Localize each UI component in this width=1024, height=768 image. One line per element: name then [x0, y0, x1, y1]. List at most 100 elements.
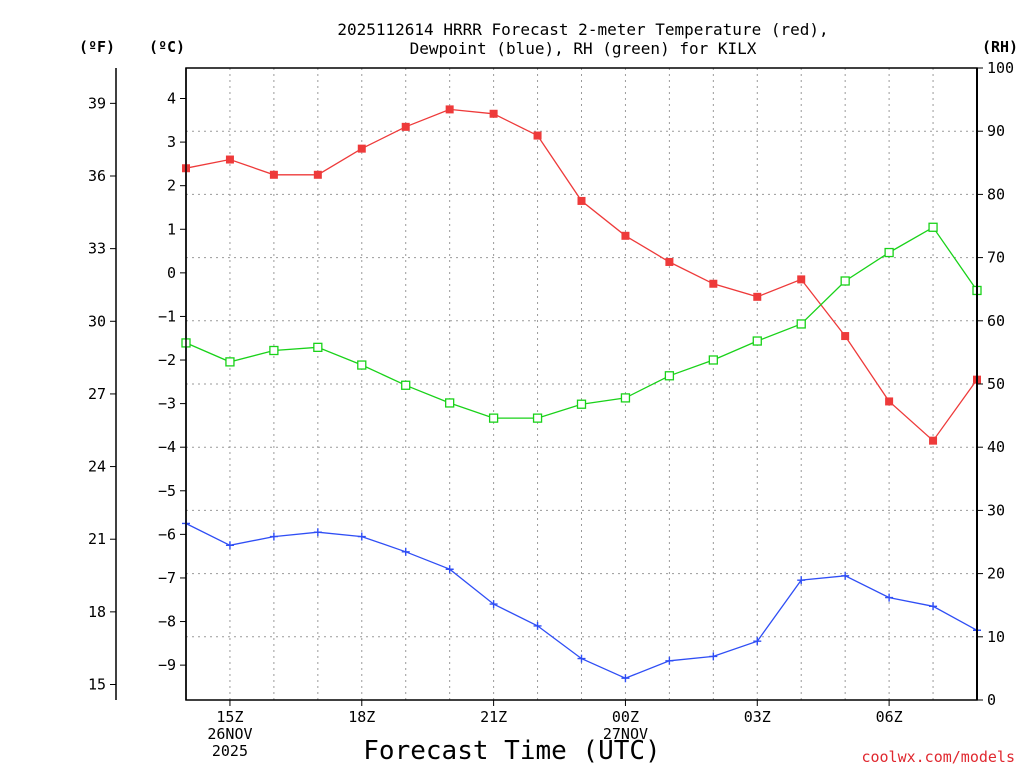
rh-point: [313, 342, 323, 352]
x-tick-label: 00Z: [612, 708, 639, 726]
dewpoint-point: [929, 602, 938, 611]
rh-tick-label: 70: [987, 249, 1005, 267]
fahrenheit-tick-label: 36: [88, 167, 106, 185]
dewpoint-point: [797, 576, 806, 585]
temperature-point: [929, 436, 938, 445]
fahrenheit-tick-label: 21: [88, 530, 106, 548]
x-axis-title: Forecast Time (UTC): [363, 736, 660, 766]
temperature-point: [489, 109, 498, 118]
celsius-tick-label: −9: [158, 656, 176, 674]
x-tick-label: 18Z: [348, 708, 375, 726]
dewpoint-point: [313, 528, 322, 537]
celsius-tick-label: −1: [158, 307, 176, 325]
temperature-point: [357, 144, 366, 153]
temperature-point: [445, 105, 454, 114]
celsius-tick-label: −3: [158, 395, 176, 413]
temperature-point: [533, 131, 542, 140]
rh-point: [928, 222, 938, 232]
rh-point: [576, 399, 587, 409]
celsius-unit-label: (ºC): [149, 38, 185, 56]
rh-tick-label: 80: [987, 185, 1005, 203]
fahrenheit-unit-label: (ºF): [79, 38, 115, 56]
dewpoint-point: [885, 593, 894, 602]
series-rh: [181, 222, 982, 423]
celsius-tick-label: −2: [158, 351, 176, 369]
dewpoint-point: [841, 571, 850, 580]
rh-point: [884, 247, 894, 258]
celsius-tick-label: 0: [167, 264, 176, 282]
rh-tick-label: 20: [987, 565, 1005, 583]
rh-point: [708, 355, 718, 365]
dewpoint-point: [753, 637, 762, 646]
rh-point: [269, 345, 279, 356]
tick-label-layer: 43210−1−2−3−4−5−6−7−8−939363330272421181…: [88, 59, 1014, 760]
x-tick-label: 2025: [212, 742, 248, 760]
dewpoint-point: [577, 654, 586, 663]
rh-point: [840, 276, 850, 286]
rh-tick-label: 30: [987, 501, 1005, 519]
temperature-point: [753, 292, 762, 301]
fahrenheit-tick-label: 30: [88, 312, 106, 330]
temperature-point: [621, 231, 630, 240]
rh-unit-label: (RH): [982, 38, 1018, 56]
temperature-point: [885, 397, 894, 406]
dewpoint-point: [489, 600, 498, 609]
rh-point: [796, 319, 806, 329]
temperature-point: [313, 170, 322, 179]
grid-layer: [186, 68, 977, 700]
dewpoint-point: [401, 547, 410, 556]
temperature-point: [841, 332, 850, 341]
rh-tick-label: 60: [987, 312, 1005, 330]
x-tick-label: 27NOV: [603, 725, 648, 743]
fahrenheit-tick-label: 39: [88, 94, 106, 112]
chart-title-line2: Dewpoint (blue), RH (green) for KILX: [410, 39, 757, 58]
dewpoint-point: [445, 565, 454, 574]
temperature-point: [665, 257, 674, 266]
rh-point: [620, 393, 631, 403]
x-tick-label: 26NOV: [207, 725, 252, 743]
rh-point: [488, 413, 499, 423]
fahrenheit-tick-label: 24: [88, 458, 106, 476]
temperature-point: [797, 275, 806, 284]
fahrenheit-tick-label: 15: [88, 676, 106, 694]
dewpoint-point: [709, 652, 718, 661]
series-dewpoint: [182, 519, 981, 683]
dewpoint-point: [665, 656, 674, 665]
rh-tick-label: 40: [987, 438, 1005, 456]
rh-point: [357, 360, 367, 370]
temperature-point: [401, 122, 410, 131]
dewpoint-point: [357, 532, 366, 541]
credit-text: coolwx.com/models: [861, 748, 1015, 766]
x-tick-label: 03Z: [744, 708, 771, 726]
celsius-tick-label: −5: [158, 482, 176, 500]
x-tick-label: 21Z: [480, 708, 507, 726]
x-tick-label: 06Z: [876, 708, 903, 726]
temperature-point: [269, 170, 278, 179]
fahrenheit-tick-label: 27: [88, 385, 106, 403]
celsius-tick-label: −8: [158, 613, 176, 631]
temperature-point: [577, 196, 586, 205]
rh-point: [752, 336, 762, 346]
rh-point: [445, 398, 455, 408]
celsius-tick-label: 4: [167, 90, 176, 108]
rh-point: [532, 413, 543, 423]
celsius-tick-label: −6: [158, 525, 176, 543]
dewpoint-point: [269, 532, 278, 541]
dewpoint-point: [533, 621, 542, 630]
rh-point: [401, 380, 411, 390]
temperature-point: [709, 279, 718, 288]
celsius-tick-label: −7: [158, 569, 176, 587]
celsius-tick-label: 3: [167, 133, 176, 151]
dewpoint-point: [621, 674, 630, 683]
dewpoint-point: [225, 541, 234, 550]
celsius-tick-label: −4: [158, 438, 176, 456]
celsius-tick-label: 2: [167, 177, 176, 195]
rh-tick-label: 90: [987, 122, 1005, 140]
chart-title-line1: 2025112614 HRRR Forecast 2-meter Tempera…: [337, 20, 828, 39]
x-tick-label: 15Z: [216, 708, 243, 726]
fahrenheit-tick-label: 33: [88, 240, 106, 258]
celsius-tick-label: 1: [167, 220, 176, 238]
rh-tick-label: 10: [987, 628, 1005, 646]
rh-tick-label: 0: [987, 691, 996, 709]
